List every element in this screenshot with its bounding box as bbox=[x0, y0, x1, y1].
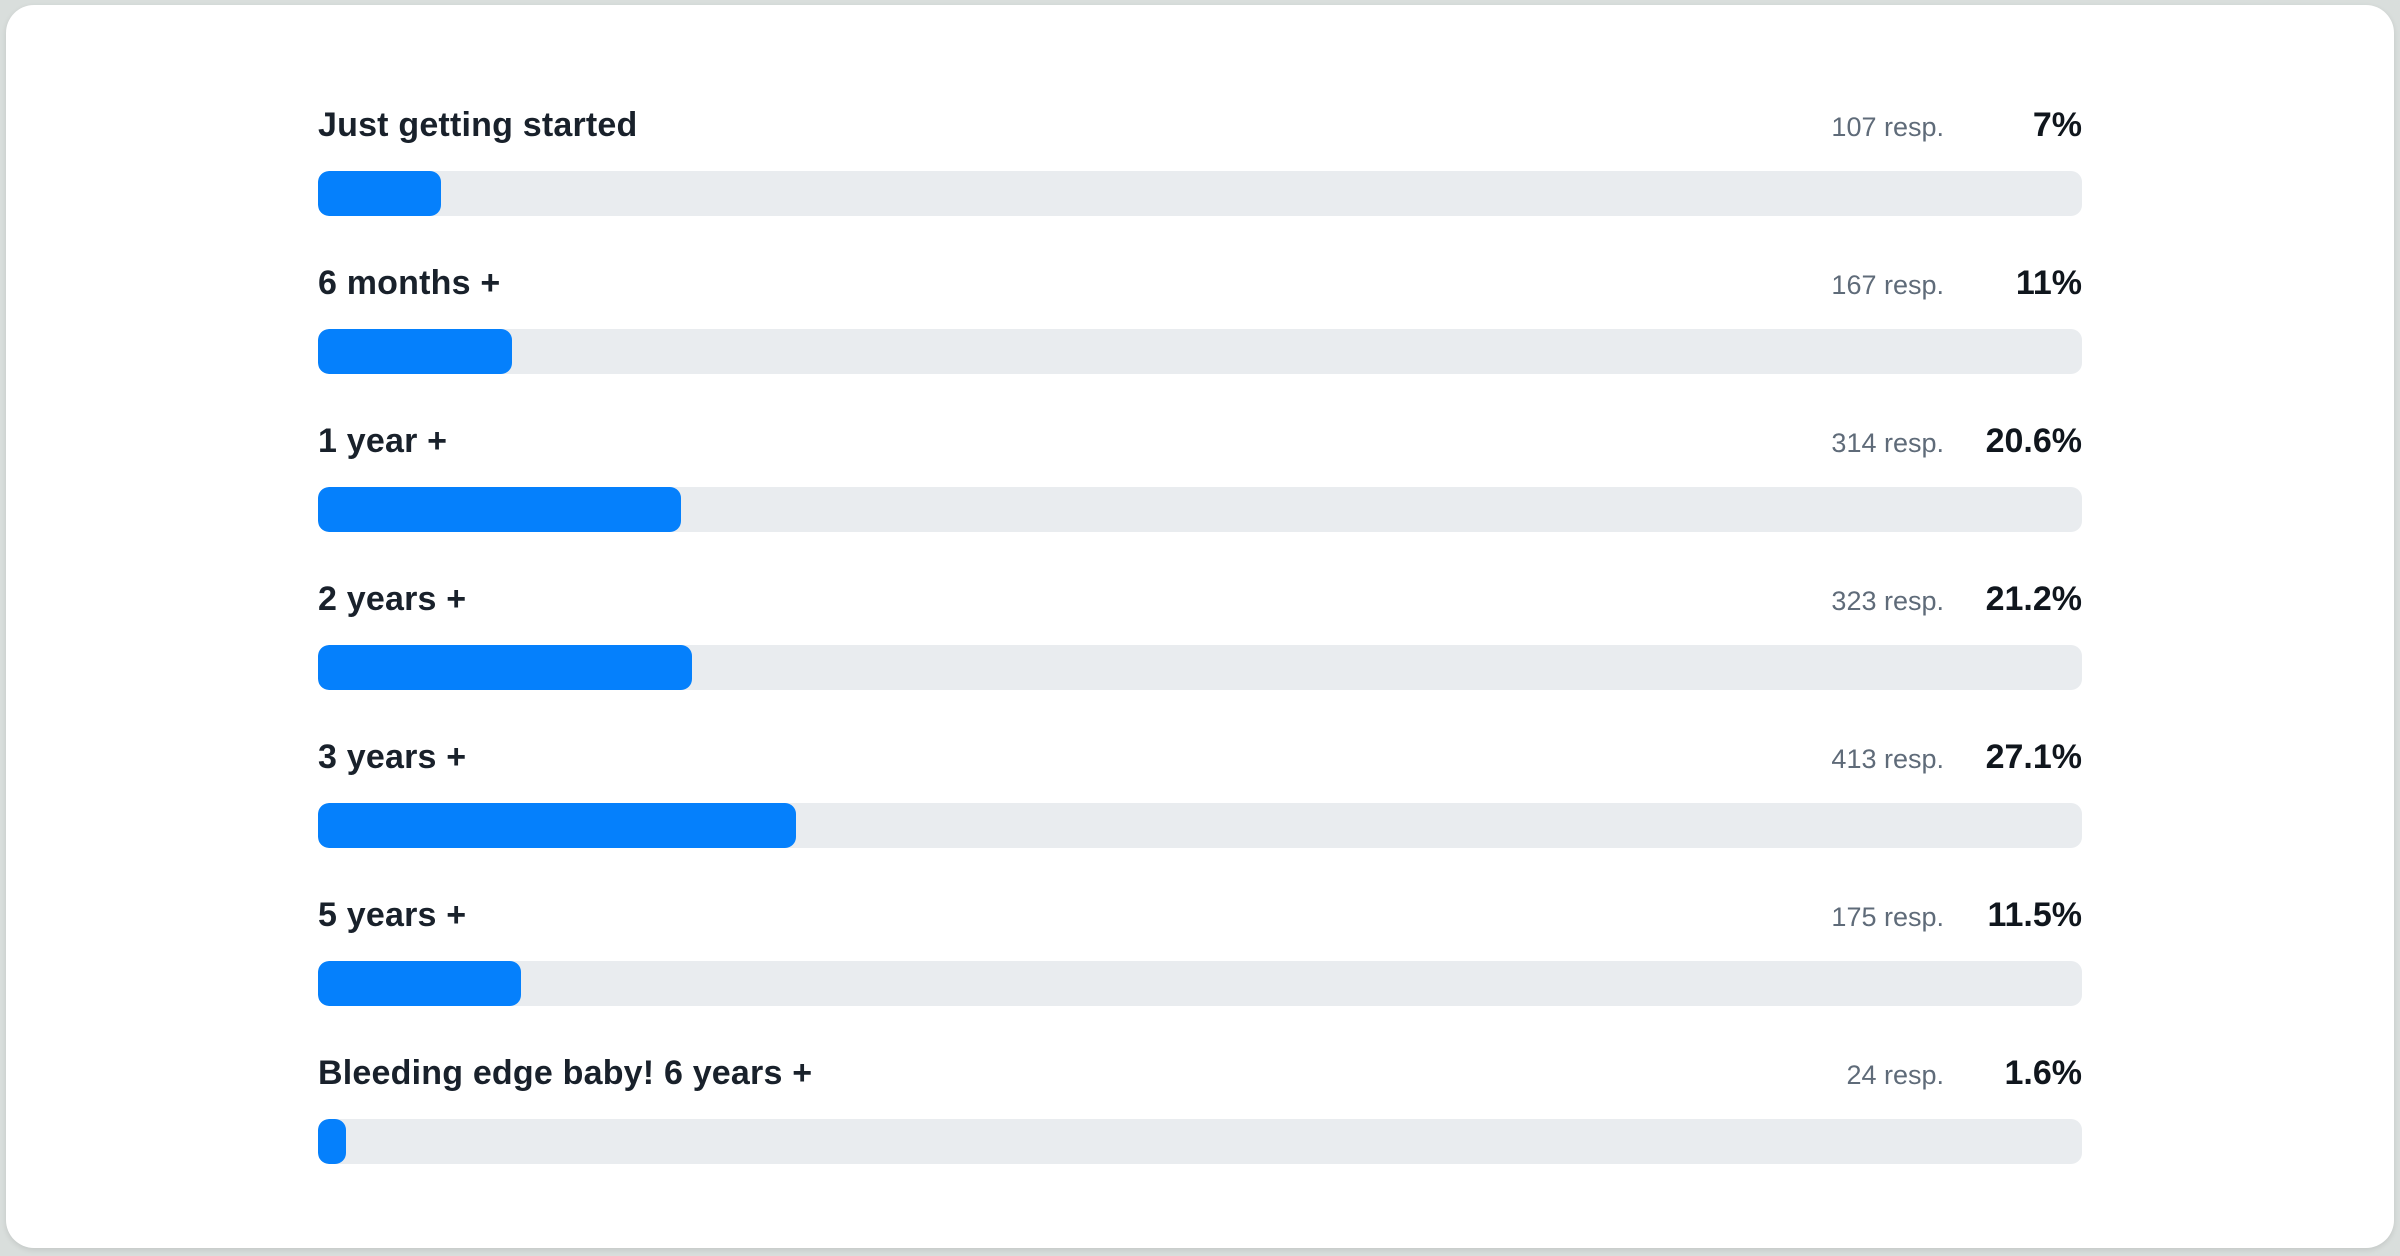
poll-results-bar-chart: Just getting started 107 resp. 7% 6 mont… bbox=[6, 5, 2394, 1164]
row-header: Bleeding edge baby! 6 years + 24 resp. 1… bbox=[318, 1053, 2082, 1095]
bar-fill bbox=[318, 171, 442, 216]
response-count: 107 resp. bbox=[1831, 112, 1944, 142]
row-header: 5 years + 175 resp. 11.5% bbox=[318, 895, 2082, 937]
answer-label: 6 months + bbox=[318, 264, 501, 302]
response-count: 323 resp. bbox=[1831, 586, 1944, 616]
survey-results-card: Just getting started 107 resp. 7% 6 mont… bbox=[6, 5, 2394, 1248]
chart-row: 1 year + 314 resp. 20.6% bbox=[318, 421, 2082, 532]
bar-track bbox=[318, 645, 2082, 690]
response-count: 314 resp. bbox=[1831, 428, 1944, 458]
percentage-value: 27.1% bbox=[1985, 738, 2082, 776]
bar-fill bbox=[318, 329, 513, 374]
response-count: 167 resp. bbox=[1831, 270, 1944, 300]
bar-fill bbox=[318, 487, 682, 532]
percentage-value: 11.5% bbox=[1987, 896, 2082, 934]
bar-track bbox=[318, 171, 2082, 216]
bar-fill bbox=[318, 1119, 347, 1164]
response-count: 413 resp. bbox=[1831, 744, 1944, 774]
response-count: 175 resp. bbox=[1831, 902, 1944, 932]
row-header: 6 months + 167 resp. 11% bbox=[318, 263, 2082, 305]
row-header: 1 year + 314 resp. 20.6% bbox=[318, 421, 2082, 463]
bar-track bbox=[318, 803, 2082, 848]
bar-track bbox=[318, 1119, 2082, 1164]
row-header: 2 years + 323 resp. 21.2% bbox=[318, 579, 2082, 621]
response-count: 24 resp. bbox=[1846, 1060, 1944, 1090]
percentage-value: 7% bbox=[2032, 106, 2082, 144]
answer-label: 3 years + bbox=[318, 738, 467, 776]
chart-row: 2 years + 323 resp. 21.2% bbox=[318, 579, 2082, 690]
row-header: Just getting started 107 resp. 7% bbox=[318, 105, 2082, 147]
bar-track bbox=[318, 487, 2082, 532]
bar-fill bbox=[318, 803, 797, 848]
answer-label: Bleeding edge baby! 6 years + bbox=[318, 1054, 813, 1092]
bar-track bbox=[318, 329, 2082, 374]
chart-row: 3 years + 413 resp. 27.1% bbox=[318, 737, 2082, 848]
chart-row: 5 years + 175 resp. 11.5% bbox=[318, 895, 2082, 1006]
answer-label: 2 years + bbox=[318, 580, 467, 618]
answer-label: Just getting started bbox=[318, 106, 638, 144]
percentage-value: 1.6% bbox=[2004, 1054, 2083, 1092]
bar-fill bbox=[318, 645, 692, 690]
bar-fill bbox=[318, 961, 521, 1006]
chart-row: Just getting started 107 resp. 7% bbox=[318, 105, 2082, 216]
answer-label: 5 years + bbox=[318, 896, 467, 934]
percentage-value: 20.6% bbox=[1985, 422, 2082, 460]
chart-row: Bleeding edge baby! 6 years + 24 resp. 1… bbox=[318, 1053, 2082, 1164]
percentage-value: 21.2% bbox=[1985, 580, 2082, 618]
bar-track bbox=[318, 961, 2082, 1006]
answer-label: 1 year + bbox=[318, 422, 448, 460]
row-header: 3 years + 413 resp. 27.1% bbox=[318, 737, 2082, 779]
chart-row: 6 months + 167 resp. 11% bbox=[318, 263, 2082, 374]
percentage-value: 11% bbox=[2015, 264, 2082, 302]
